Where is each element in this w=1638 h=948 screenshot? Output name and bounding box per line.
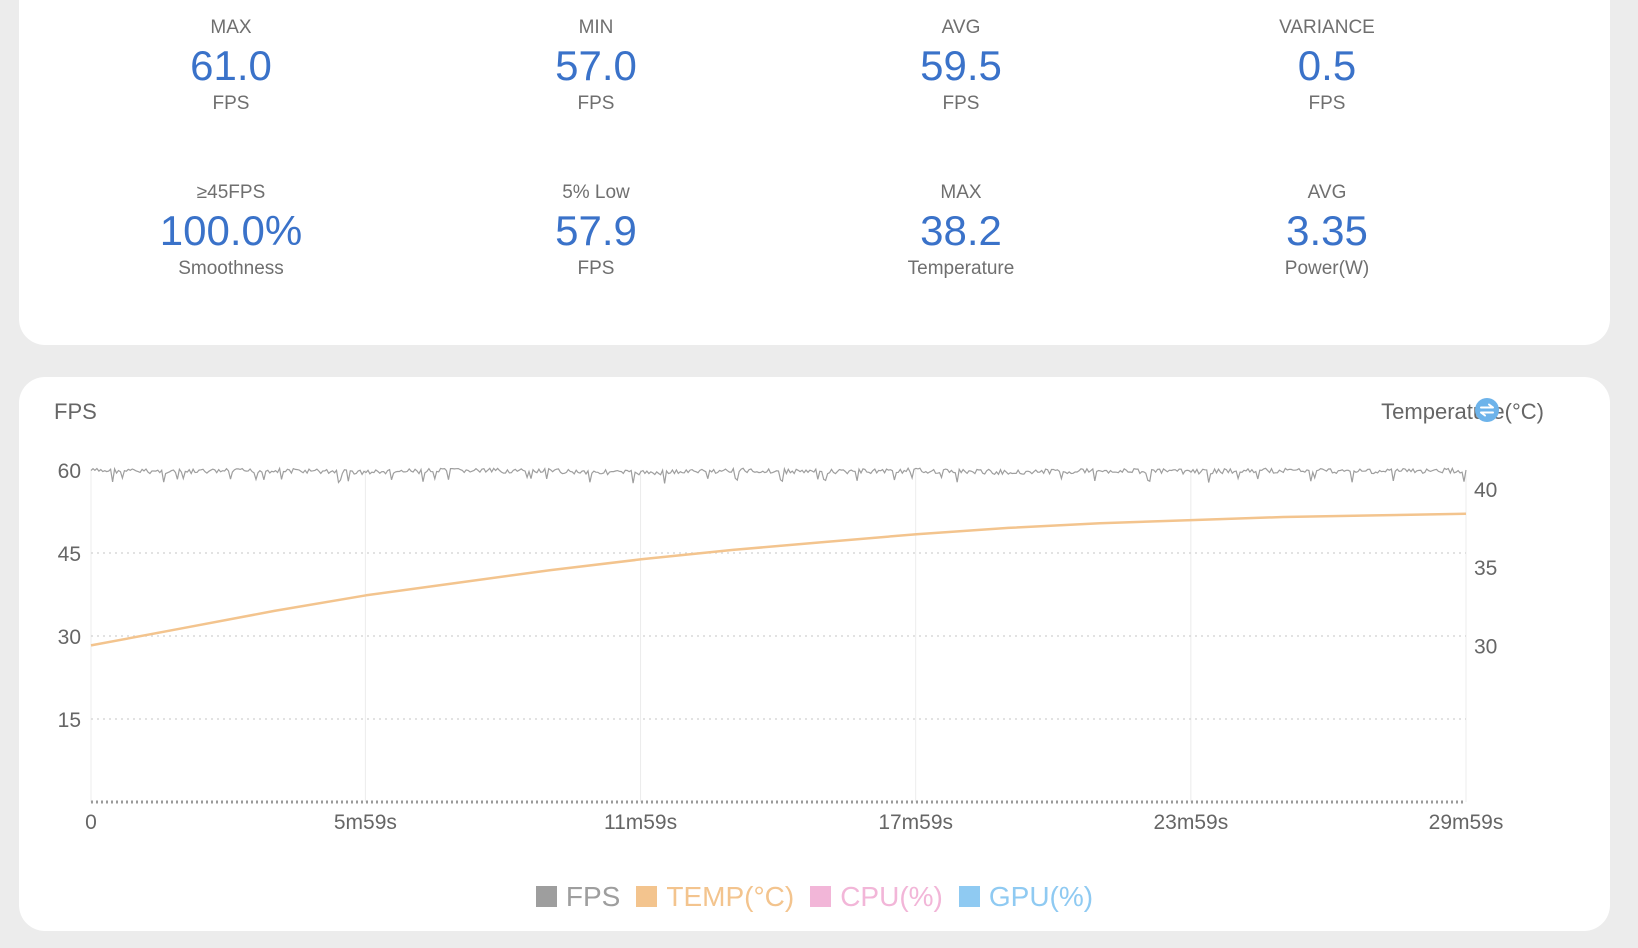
legend-item-1[interactable]: TEMP(°C): [636, 881, 794, 913]
stat-label: MAX: [940, 182, 982, 203]
stat-unit: FPS: [942, 93, 980, 114]
series-fps-line: [90, 466, 1467, 484]
stat-unit: FPS: [212, 93, 250, 114]
legend-item-0[interactable]: FPS: [535, 881, 621, 913]
x-tick-label-3: 17m59s: [878, 811, 953, 834]
stat-value: 100.0%: [159, 207, 303, 254]
chart-legend: FPS TEMP(°C) CPU(%) GPU(%): [19, 881, 1610, 913]
stat-7: AVG 3.35 Power(W): [1177, 181, 1477, 281]
y-tick-label-1: 45: [58, 543, 81, 566]
stat-1: MIN 57.0 FPS: [446, 16, 746, 116]
legend-label: GPU(%): [988, 881, 1094, 912]
legend-item-2[interactable]: CPU(%): [810, 881, 943, 913]
stat-label: 5% Low: [562, 182, 630, 203]
x-tick-label-1: 5m59s: [334, 811, 397, 834]
stat-value: 57.0: [555, 42, 637, 89]
legend-label: TEMP(°C): [666, 881, 795, 912]
x-tick-label-2: 11m59s: [604, 811, 677, 834]
x-tick-label-5: 29m59s: [1429, 811, 1504, 834]
fps-temperature-chart: 60 45 30 15 40 35 30 0 5m59s 11m59s 17m59s 23m59s 29…: [58, 460, 1504, 834]
legend-item-3[interactable]: GPU(%): [958, 881, 1094, 913]
stat-value: 59.5: [920, 42, 1002, 89]
stat-unit: FPS: [577, 258, 615, 279]
stat-2: AVG 59.5 FPS: [811, 16, 1111, 116]
stat-6: MAX 38.2 Temperature: [811, 181, 1111, 281]
stats-card: MAX 61.0 FPS MIN 57.0 FPS AVG 59.5 FPS VARIANCE 0.…: [19, 0, 1610, 345]
y2-tick-label-2: 30: [1474, 635, 1497, 658]
chart-card: 60 45 30 15 40 35 30 0 5m59s 11m59s 17m59s 23m59s 29…: [19, 377, 1610, 931]
stat-label: AVG: [941, 17, 981, 38]
stat-unit: Power(W): [1284, 258, 1370, 279]
y2-tick-label-1: 35: [1474, 557, 1497, 580]
stat-unit: Smoothness: [178, 258, 284, 279]
stat-unit: FPS: [1308, 93, 1346, 114]
x-tick-label-0: 0: [85, 811, 97, 834]
stat-value: 0.5: [1297, 42, 1357, 89]
stat-label: MAX: [210, 17, 252, 38]
y-tick-label-3: 15: [58, 709, 81, 732]
legend-swatch: [958, 886, 980, 907]
y-axis-title: FPS: [54, 399, 97, 424]
stat-value: 38.2: [920, 207, 1002, 254]
stat-4: ≥45FPS 100.0% Smoothness: [81, 181, 381, 281]
stat-3: VARIANCE 0.5 FPS: [1177, 16, 1477, 116]
x-tick-label-4: 23m59s: [1153, 811, 1228, 834]
legend-label: FPS: [565, 881, 621, 912]
stat-value: 3.35: [1286, 207, 1368, 254]
y2-axis-title: Temperature(°C): [1381, 399, 1544, 424]
stat-5: 5% Low 57.9 FPS: [446, 181, 746, 281]
stat-label: AVG: [1307, 182, 1347, 203]
stat-unit: FPS: [577, 93, 615, 114]
swap-axis-icon[interactable]: [1475, 398, 1499, 422]
stat-value: 61.0: [190, 42, 272, 89]
y-tick-label-0: 60: [58, 460, 81, 483]
legend-swatch: [810, 886, 832, 907]
y-tick-label-2: 30: [58, 626, 81, 649]
legend-label: CPU(%): [840, 881, 943, 912]
stat-label: ≥45FPS: [196, 182, 266, 203]
stat-0: MAX 61.0 FPS: [81, 16, 381, 116]
series-temp-line: [90, 512, 1467, 647]
stat-label: MIN: [578, 17, 614, 38]
stat-unit: Temperature: [907, 258, 1015, 279]
stat-value: 57.9: [555, 207, 637, 254]
legend-swatch: [535, 886, 557, 907]
stat-label: VARIANCE: [1279, 17, 1375, 38]
legend-swatch: [636, 886, 658, 907]
y2-tick-label-0: 40: [1474, 479, 1497, 502]
